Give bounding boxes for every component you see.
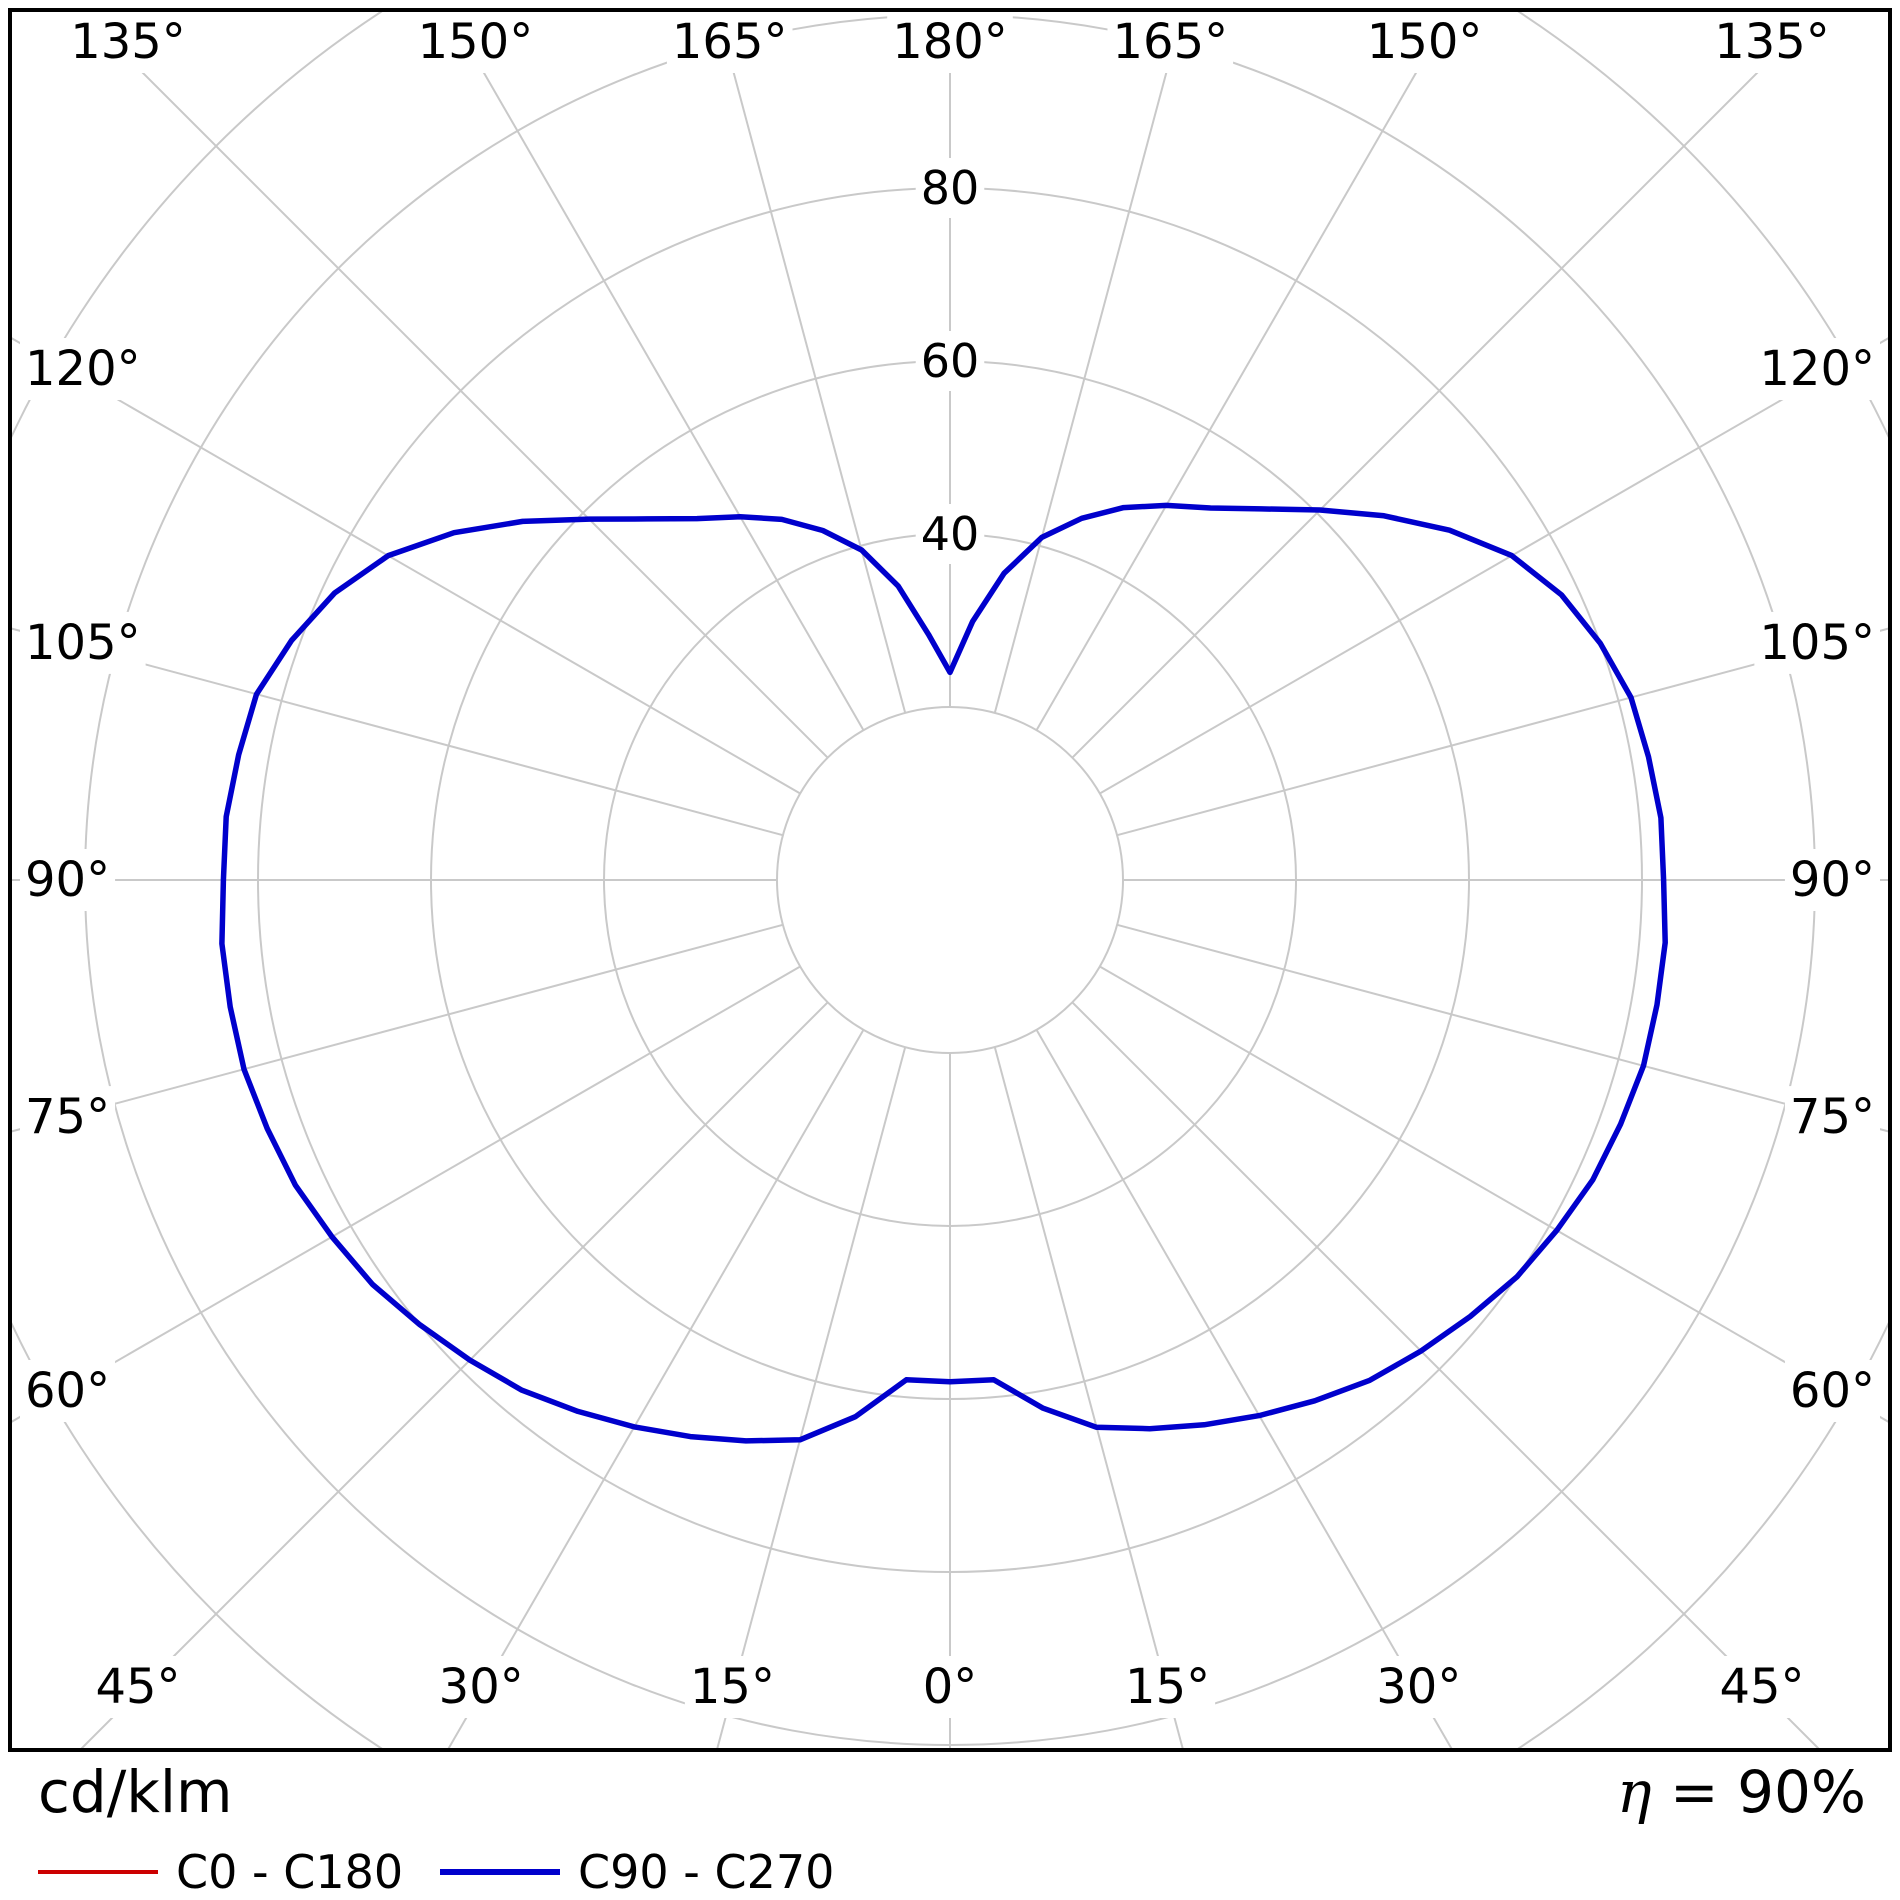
angle-label-bg — [1714, 1656, 1810, 1718]
grid-spoke — [993, 1046, 1184, 1748]
angle-label: 45° — [1719, 1659, 1804, 1715]
angle-label-bg — [666, 11, 793, 73]
grid-spoke — [80, 12, 829, 759]
grid-spoke — [716, 12, 907, 714]
angle-label-bg — [412, 11, 539, 73]
angle-label-bg — [20, 849, 116, 911]
angle-label: 60° — [1790, 1363, 1875, 1419]
angle-label: 15° — [690, 1659, 775, 1715]
grid-spoke — [1099, 337, 1888, 795]
angle-label-bg — [684, 1656, 780, 1718]
angle-label-bg — [1784, 849, 1880, 911]
radial-label: 80 — [921, 161, 980, 215]
intensity-curves — [219, 502, 1668, 1444]
units-label: cd/klm — [38, 1758, 232, 1826]
angle-label-bg — [433, 1656, 529, 1718]
legend-label-c90-c270: C90 - C270 — [578, 1845, 834, 1899]
angle-label-bg — [1107, 11, 1234, 73]
angle-label-bg — [1784, 1360, 1880, 1422]
angle-label: 75° — [25, 1089, 110, 1145]
angle-label-bg — [1120, 1656, 1216, 1718]
eta-value: = 90% — [1652, 1758, 1866, 1826]
angle-label-bg — [1361, 11, 1488, 73]
grid-spoke — [1035, 12, 1453, 731]
grid-spoke — [1116, 923, 1888, 1133]
angle-label: 120° — [1759, 341, 1875, 397]
angle-label: 150° — [418, 14, 534, 70]
angle-label: 135° — [1714, 14, 1830, 70]
grid-spoke — [447, 12, 865, 731]
grid-spoke — [1071, 12, 1820, 759]
grid-spoke — [12, 965, 801, 1423]
angle-label-bg — [1754, 611, 1880, 674]
eta-symbol: η — [1617, 1758, 1652, 1826]
grid-spoke — [1099, 965, 1888, 1423]
angle-label-bg — [1754, 338, 1880, 400]
angle-label-bg — [65, 11, 191, 73]
angle-label: 120° — [25, 341, 141, 397]
angle-label: 0° — [923, 1659, 978, 1715]
angle-label: 105° — [1759, 615, 1875, 671]
angle-label: 30° — [1376, 1659, 1461, 1715]
curve-c90-c270 — [219, 502, 1668, 1444]
angle-label-bg — [20, 611, 146, 674]
grid-spoke — [1071, 1001, 1820, 1748]
radial-label-bg — [915, 158, 985, 218]
angle-label-bg — [90, 1656, 186, 1718]
radial-label-bg — [915, 504, 985, 564]
angle-label: 60° — [25, 1363, 110, 1419]
angle-label: 150° — [1367, 14, 1483, 70]
angle-label: 90° — [25, 852, 110, 908]
angle-label-bg — [20, 338, 146, 400]
grid-spoke — [1035, 1029, 1453, 1748]
legend: C0 - C180 C90 - C270 — [38, 1845, 834, 1899]
curve-c0-c180 — [219, 503, 1668, 1443]
grid-spoke — [12, 923, 784, 1133]
grid-spoke — [80, 1001, 829, 1748]
angle-label: 75° — [1790, 1089, 1875, 1145]
angle-label-bg — [1371, 1656, 1467, 1718]
angle-label-bg — [1784, 1086, 1880, 1149]
angle-label: 105° — [25, 615, 141, 671]
angle-label-bg — [20, 1360, 116, 1422]
angle-label: 90° — [1790, 852, 1875, 908]
angle-label: 180° — [892, 14, 1008, 70]
grid-spoke — [993, 12, 1184, 714]
angle-label-bg — [1709, 11, 1835, 73]
radial-label: 40 — [921, 507, 980, 561]
efficiency-label: η = 90% — [1617, 1758, 1866, 1826]
radial-label: 60 — [921, 334, 980, 388]
radial-label-bg — [915, 331, 985, 391]
angle-label-bg — [20, 1086, 116, 1149]
grid-spoke — [716, 1046, 907, 1748]
angle-label: 165° — [672, 14, 788, 70]
angle-label-bg — [917, 1656, 983, 1718]
angle-label-bg — [887, 11, 1013, 73]
angle-label: 165° — [1112, 14, 1228, 70]
legend-label-c0-c180: C0 - C180 — [176, 1845, 403, 1899]
grid-ring — [776, 706, 1124, 1054]
angle-label: 15° — [1125, 1659, 1210, 1715]
angle-label: 45° — [95, 1659, 180, 1715]
axis-labels: 0° 15° 15° 30° 30° 45° 45° 60° 60° 75° 75° 90° 90° 10… — [20, 11, 1880, 1718]
angle-label: 135° — [70, 14, 186, 70]
grid-spoke — [447, 1029, 865, 1748]
grid-spoke — [12, 337, 801, 795]
plot-border — [8, 8, 1892, 1752]
angle-label: 30° — [439, 1659, 524, 1715]
